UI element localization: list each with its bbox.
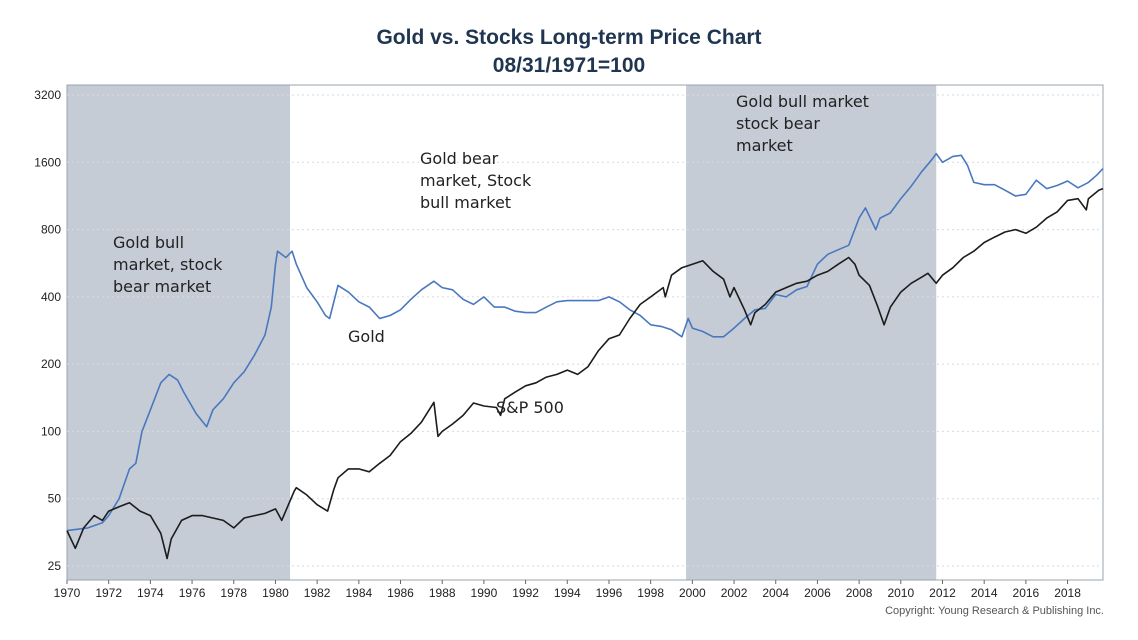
region-annotation-3: Gold bull market stock bear market <box>736 92 869 155</box>
x-tick-label: 2018 <box>1054 586 1081 600</box>
x-tick-label: 2006 <box>804 586 831 600</box>
y-tick-label: 3200 <box>34 88 61 102</box>
x-tick-label: 1988 <box>429 586 456 600</box>
x-tick-label: 2000 <box>679 586 706 600</box>
copyright-note: Copyright: Young Research & Publishing I… <box>885 605 1104 617</box>
x-tick-label: 1994 <box>554 586 581 600</box>
region-annotation-2: Gold bear market, Stock bull market <box>420 149 532 212</box>
series-line-gold <box>66 152 1104 532</box>
x-tick-label: 1986 <box>387 586 414 600</box>
chart-subtitle: 08/31/1971=100 <box>492 54 646 77</box>
x-tick-label: 1982 <box>304 586 331 600</box>
x-tick-label: 1978 <box>220 586 247 600</box>
shaded-region-1 <box>67 85 291 580</box>
y-tick-label: 25 <box>48 559 62 573</box>
x-tick-label: 1990 <box>471 586 498 600</box>
x-tick-label: 2014 <box>971 586 998 600</box>
plot-frame <box>66 84 1104 581</box>
region-annotation-1: Gold bull market, stock bear market <box>113 233 223 296</box>
x-tick-label: 2002 <box>721 586 748 600</box>
x-tick-label: 2016 <box>1013 586 1040 600</box>
y-tick-label: 200 <box>41 357 61 371</box>
x-tick-label: 1980 <box>262 586 289 600</box>
x-tick-label: 1992 <box>512 586 539 600</box>
shaded-region-2 <box>686 85 937 580</box>
x-tick-label: 1996 <box>596 586 623 600</box>
x-tick-label: 1972 <box>95 586 122 600</box>
y-tick-label: 1600 <box>34 155 61 169</box>
x-tick-label: 2010 <box>887 586 914 600</box>
x-tick-label: 1998 <box>637 586 664 600</box>
x-tick-label: 1974 <box>137 586 164 600</box>
x-tick-label: 1970 <box>54 586 81 600</box>
y-tick-label: 400 <box>41 290 61 304</box>
x-tick-label: 2012 <box>929 586 956 600</box>
x-tick-label: 2008 <box>846 586 873 600</box>
series-line-sp500 <box>66 187 1104 560</box>
y-tick-label: 800 <box>41 223 61 237</box>
x-tick-label: 2004 <box>762 586 789 600</box>
x-tick-label: 1976 <box>179 586 206 600</box>
x-tick-label: 1984 <box>345 586 372 600</box>
series-label-sp500: S&P 500 <box>496 398 564 417</box>
y-tick-label: 100 <box>41 424 61 438</box>
chart-title: Gold vs. Stocks Long-term Price Chart <box>376 26 762 49</box>
series-label-gold: Gold <box>348 327 385 346</box>
y-tick-label: 50 <box>48 492 62 506</box>
